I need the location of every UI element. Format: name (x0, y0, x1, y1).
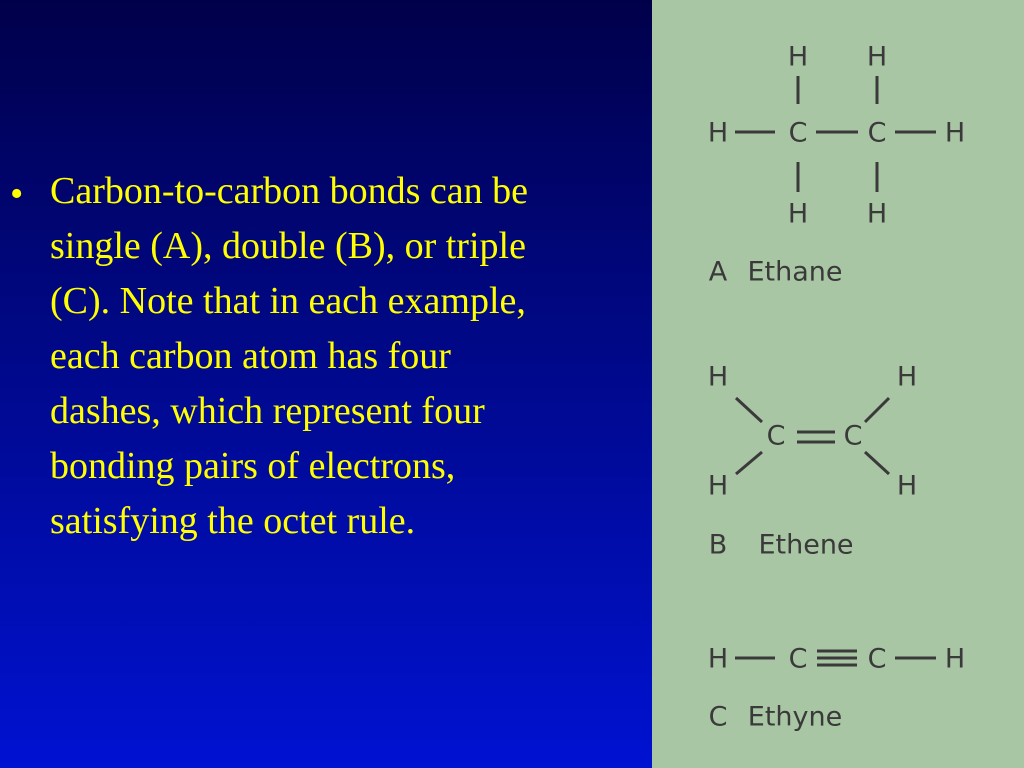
atom-label: H (945, 118, 965, 149)
atom-label: H (897, 362, 917, 393)
bond (734, 396, 764, 424)
bullet-line: dashes, which represent four (50, 390, 485, 432)
bullet-line: Carbon-to-carbon bonds can be (50, 170, 529, 212)
atom-label: H (708, 471, 728, 502)
molecule-letter: B (709, 530, 728, 561)
molecule-letter: A (709, 257, 728, 288)
atom-label: H (867, 199, 887, 230)
atom-label: C (789, 118, 808, 149)
panel-bg (652, 0, 1024, 768)
atom-label: H (708, 644, 728, 675)
atom-label: C (868, 644, 887, 675)
bullet-line: single (A), double (B), or triple (50, 225, 526, 267)
atom-label: C (767, 421, 786, 452)
bullet-line: (C). Note that in each example, (50, 280, 526, 322)
atom-label: H (867, 42, 887, 73)
atom-label: H (897, 471, 917, 502)
bullet-dot: • (10, 173, 24, 215)
molecule-name: Ethane (747, 257, 842, 288)
atom-label: H (708, 362, 728, 393)
atom-label: C (789, 644, 808, 675)
bond (863, 396, 891, 424)
molecule-letter: C (709, 702, 728, 733)
atom-label: C (868, 118, 887, 149)
atom-label: H (708, 118, 728, 149)
atom-label: C (844, 421, 863, 452)
atom-label: H (945, 644, 965, 675)
bullet-line: satisfying the octet rule. (50, 500, 416, 542)
molecule-name: Ethene (758, 530, 853, 561)
bullet-line: each carbon atom has four (50, 335, 451, 377)
atom-label: H (788, 199, 808, 230)
bond (735, 450, 763, 476)
atom-label: H (788, 42, 808, 73)
bullet-line: bonding pairs of electrons, (50, 445, 456, 487)
molecule-name: Ethyne (748, 702, 842, 733)
bond (863, 450, 891, 476)
